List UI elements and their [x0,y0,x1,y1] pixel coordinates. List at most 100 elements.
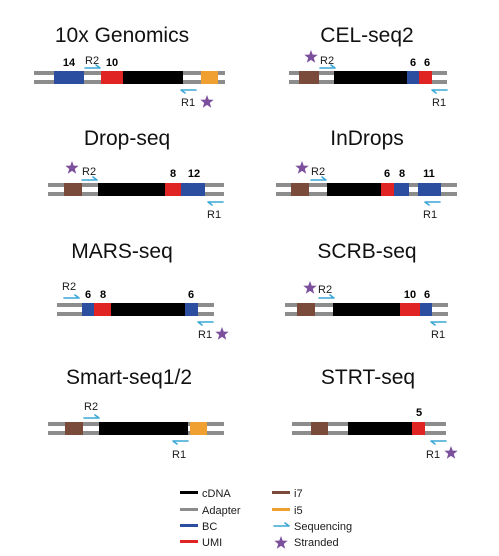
length-label: 6 [85,289,91,301]
i7-segment [65,422,83,435]
protocol-indrops: InDrops 6 8 11 R2 R1 [276,127,457,221]
protocol-title: STRT-seq [321,366,415,389]
protocol-title: 10x Genomics [55,24,189,47]
legend-sequencing-arrow-icon [273,522,290,527]
barcode-segment [82,303,94,316]
r2-arrow-icon [83,414,100,419]
stranded-star-icon [444,446,458,459]
protocol-title: MARS-seq [71,240,173,263]
legend-i7-label: i7 [294,488,303,500]
barcode-segment [420,303,432,316]
length-label: 6 [424,289,430,301]
length-label: 8 [170,168,176,180]
r1-label: R1 [432,97,446,109]
i7-segment [311,422,328,435]
protocol-title: Smart-seq1/2 [66,366,192,389]
legend-stranded-label: Stranded [294,537,339,549]
r1-label: R1 [426,449,440,461]
r2-arrow-icon [310,176,327,181]
protocol-scrb-seq: SCRB-seq 10 6 R2 R1 [285,240,448,341]
barcode-segment [418,183,441,196]
stranded-star-icon [65,161,79,174]
protocol-mars-seq: MARS-seq 6 8 6 R2 R1 [57,240,229,341]
stranded-star-icon [200,95,214,108]
r1-arrow-icon [180,89,197,94]
length-label: 6 [410,57,416,69]
protocol-title: SCRB-seq [317,240,416,263]
cdna-segment [333,303,400,316]
legend-bc-swatch [180,524,198,527]
length-label: 6 [424,57,430,69]
cdna-segment [327,183,381,196]
protocol-drop-seq: Drop-seq 8 12 R2 R1 [48,127,224,221]
protocol-strt-seq: STRT-seq 5 R1 [292,366,458,461]
protocol-smart-seq: Smart-seq1/2 R2 R1 [48,366,224,461]
legend-adapter-label: Adapter [202,505,241,517]
umi-segment [94,303,111,316]
legend-stranded-star-icon [274,536,288,549]
r2-arrow-icon [63,294,80,299]
i5-segment [190,422,207,435]
legend-bc-label: BC [202,521,217,533]
r2-label: R2 [311,166,325,178]
protocol-title: InDrops [330,127,404,150]
r1-label: R1 [423,209,437,221]
r1-label: R1 [207,209,221,221]
stranded-star-icon [304,50,318,63]
r1-arrow-icon [430,321,447,326]
r1-arrow-icon [431,89,448,94]
r1-arrow-icon [424,201,441,206]
barcode-segment [407,71,419,84]
r2-label: R2 [62,281,76,293]
i7-segment [297,303,315,316]
length-label: 8 [399,168,405,180]
cdna-segment [99,422,188,435]
i5-segment [201,71,218,84]
r1-arrow-icon [207,201,224,206]
umi-segment [101,71,123,84]
legend-i5-label: i5 [294,505,303,517]
legend-umi-swatch [180,540,198,543]
length-label: 14 [63,57,76,69]
legend-cdna-label: cDNA [202,488,231,500]
r1-arrow-icon [172,440,189,445]
r2-label: R2 [318,284,332,296]
i7-segment [299,71,319,84]
r2-label: R2 [85,55,99,67]
stranded-star-icon [303,281,317,294]
length-label: 8 [100,289,106,301]
length-label: 11 [423,168,435,180]
r1-label: R1 [172,449,186,461]
barcode-segment [54,71,84,84]
stranded-star-icon [215,327,229,340]
cdna-segment [111,303,185,316]
cdna-segment [334,71,407,84]
length-label: 10 [106,57,118,69]
r2-label: R2 [82,166,96,178]
length-label: 6 [384,168,390,180]
i7-segment [64,183,82,196]
protocol-cel-seq2: CEL-seq2 6 6 R2 R1 [289,24,448,109]
umi-segment [165,183,181,196]
protocol-title: CEL-seq2 [320,24,413,47]
protocol-title: Drop-seq [84,127,170,150]
protocol-10x-genomics: 10x Genomics 14 10 R2 R1 [34,24,225,109]
legend-cdna-swatch [180,491,198,494]
length-label: 10 [404,289,416,301]
r2-label: R2 [320,55,334,67]
r2-arrow-icon [81,176,98,181]
barcode-segment [185,303,198,316]
umi-segment [381,183,394,196]
legend-i7-swatch [272,491,290,494]
umi-segment [419,71,432,84]
length-label: 6 [188,289,194,301]
legend-sequencing-label: Sequencing [294,521,352,533]
legend: cDNA Adapter BC UMI i7 i5 Sequencing Str… [180,488,352,549]
barcode-segment [394,183,409,196]
cdna-segment [348,422,412,435]
cdna-segment [123,71,183,84]
umi-segment [412,422,425,435]
r1-arrow-icon [430,440,447,445]
